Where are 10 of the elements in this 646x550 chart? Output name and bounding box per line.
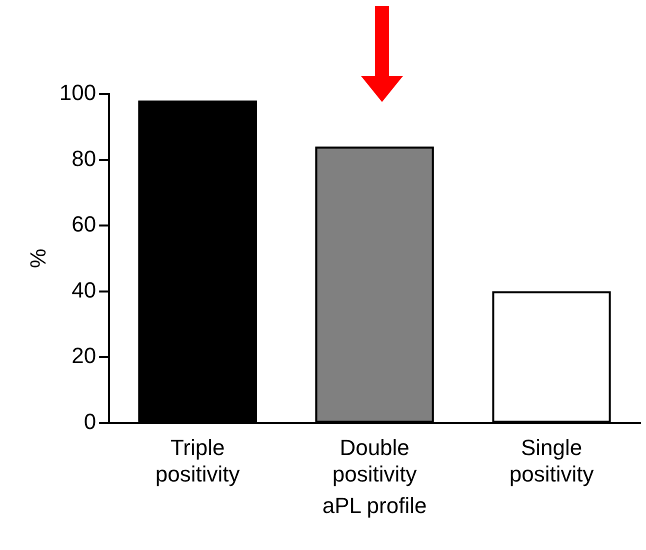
x-tick-label: Triple positivity	[155, 435, 240, 486]
x-axis-title: aPL profile	[322, 492, 427, 518]
x-tick-label: Single positivity	[509, 435, 594, 486]
y-tick-label: 0	[84, 408, 96, 434]
y-tick-label: 100	[59, 80, 96, 106]
y-tick-label: 60	[72, 212, 96, 237]
y-tick-label: 20	[72, 343, 96, 368]
y-axis-title: %	[25, 248, 50, 268]
y-tick-label: 40	[72, 277, 96, 302]
y-tick-label: 80	[72, 146, 96, 171]
